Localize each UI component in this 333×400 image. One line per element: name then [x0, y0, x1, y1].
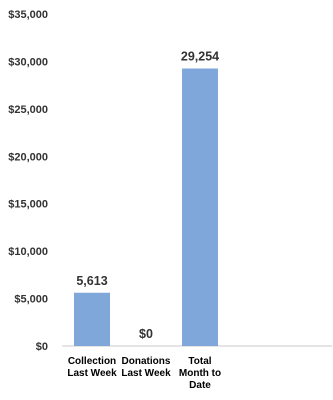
- x-tick-label: Total Month to Date: [179, 356, 221, 391]
- y-tick-label: $15,000: [8, 199, 48, 211]
- data-label: 29,254: [181, 50, 219, 64]
- data-label: 5,613: [76, 274, 107, 288]
- y-tick-label: $10,000: [8, 246, 48, 258]
- y-tick-label: $5,000: [14, 294, 48, 306]
- data-label: $0: [139, 327, 153, 341]
- bar: [74, 292, 110, 346]
- y-tick-label: $0: [36, 341, 48, 353]
- data-labels: 5,613 $0 29,254: [76, 50, 219, 341]
- y-axis-ticks: $0 $5,000 $10,000 $15,000 $20,000 $25,000 $30,…: [8, 9, 48, 353]
- bar: [182, 68, 218, 346]
- y-tick-label: $30,000: [8, 56, 48, 68]
- y-tick-label: $35,000: [8, 9, 48, 21]
- x-tick-label: Collection Last Week: [67, 356, 117, 379]
- bars: [74, 68, 218, 346]
- y-tick-label: $25,000: [8, 104, 48, 116]
- x-tick-label: Donations Last Week: [121, 356, 171, 379]
- y-tick-label: $20,000: [8, 151, 48, 163]
